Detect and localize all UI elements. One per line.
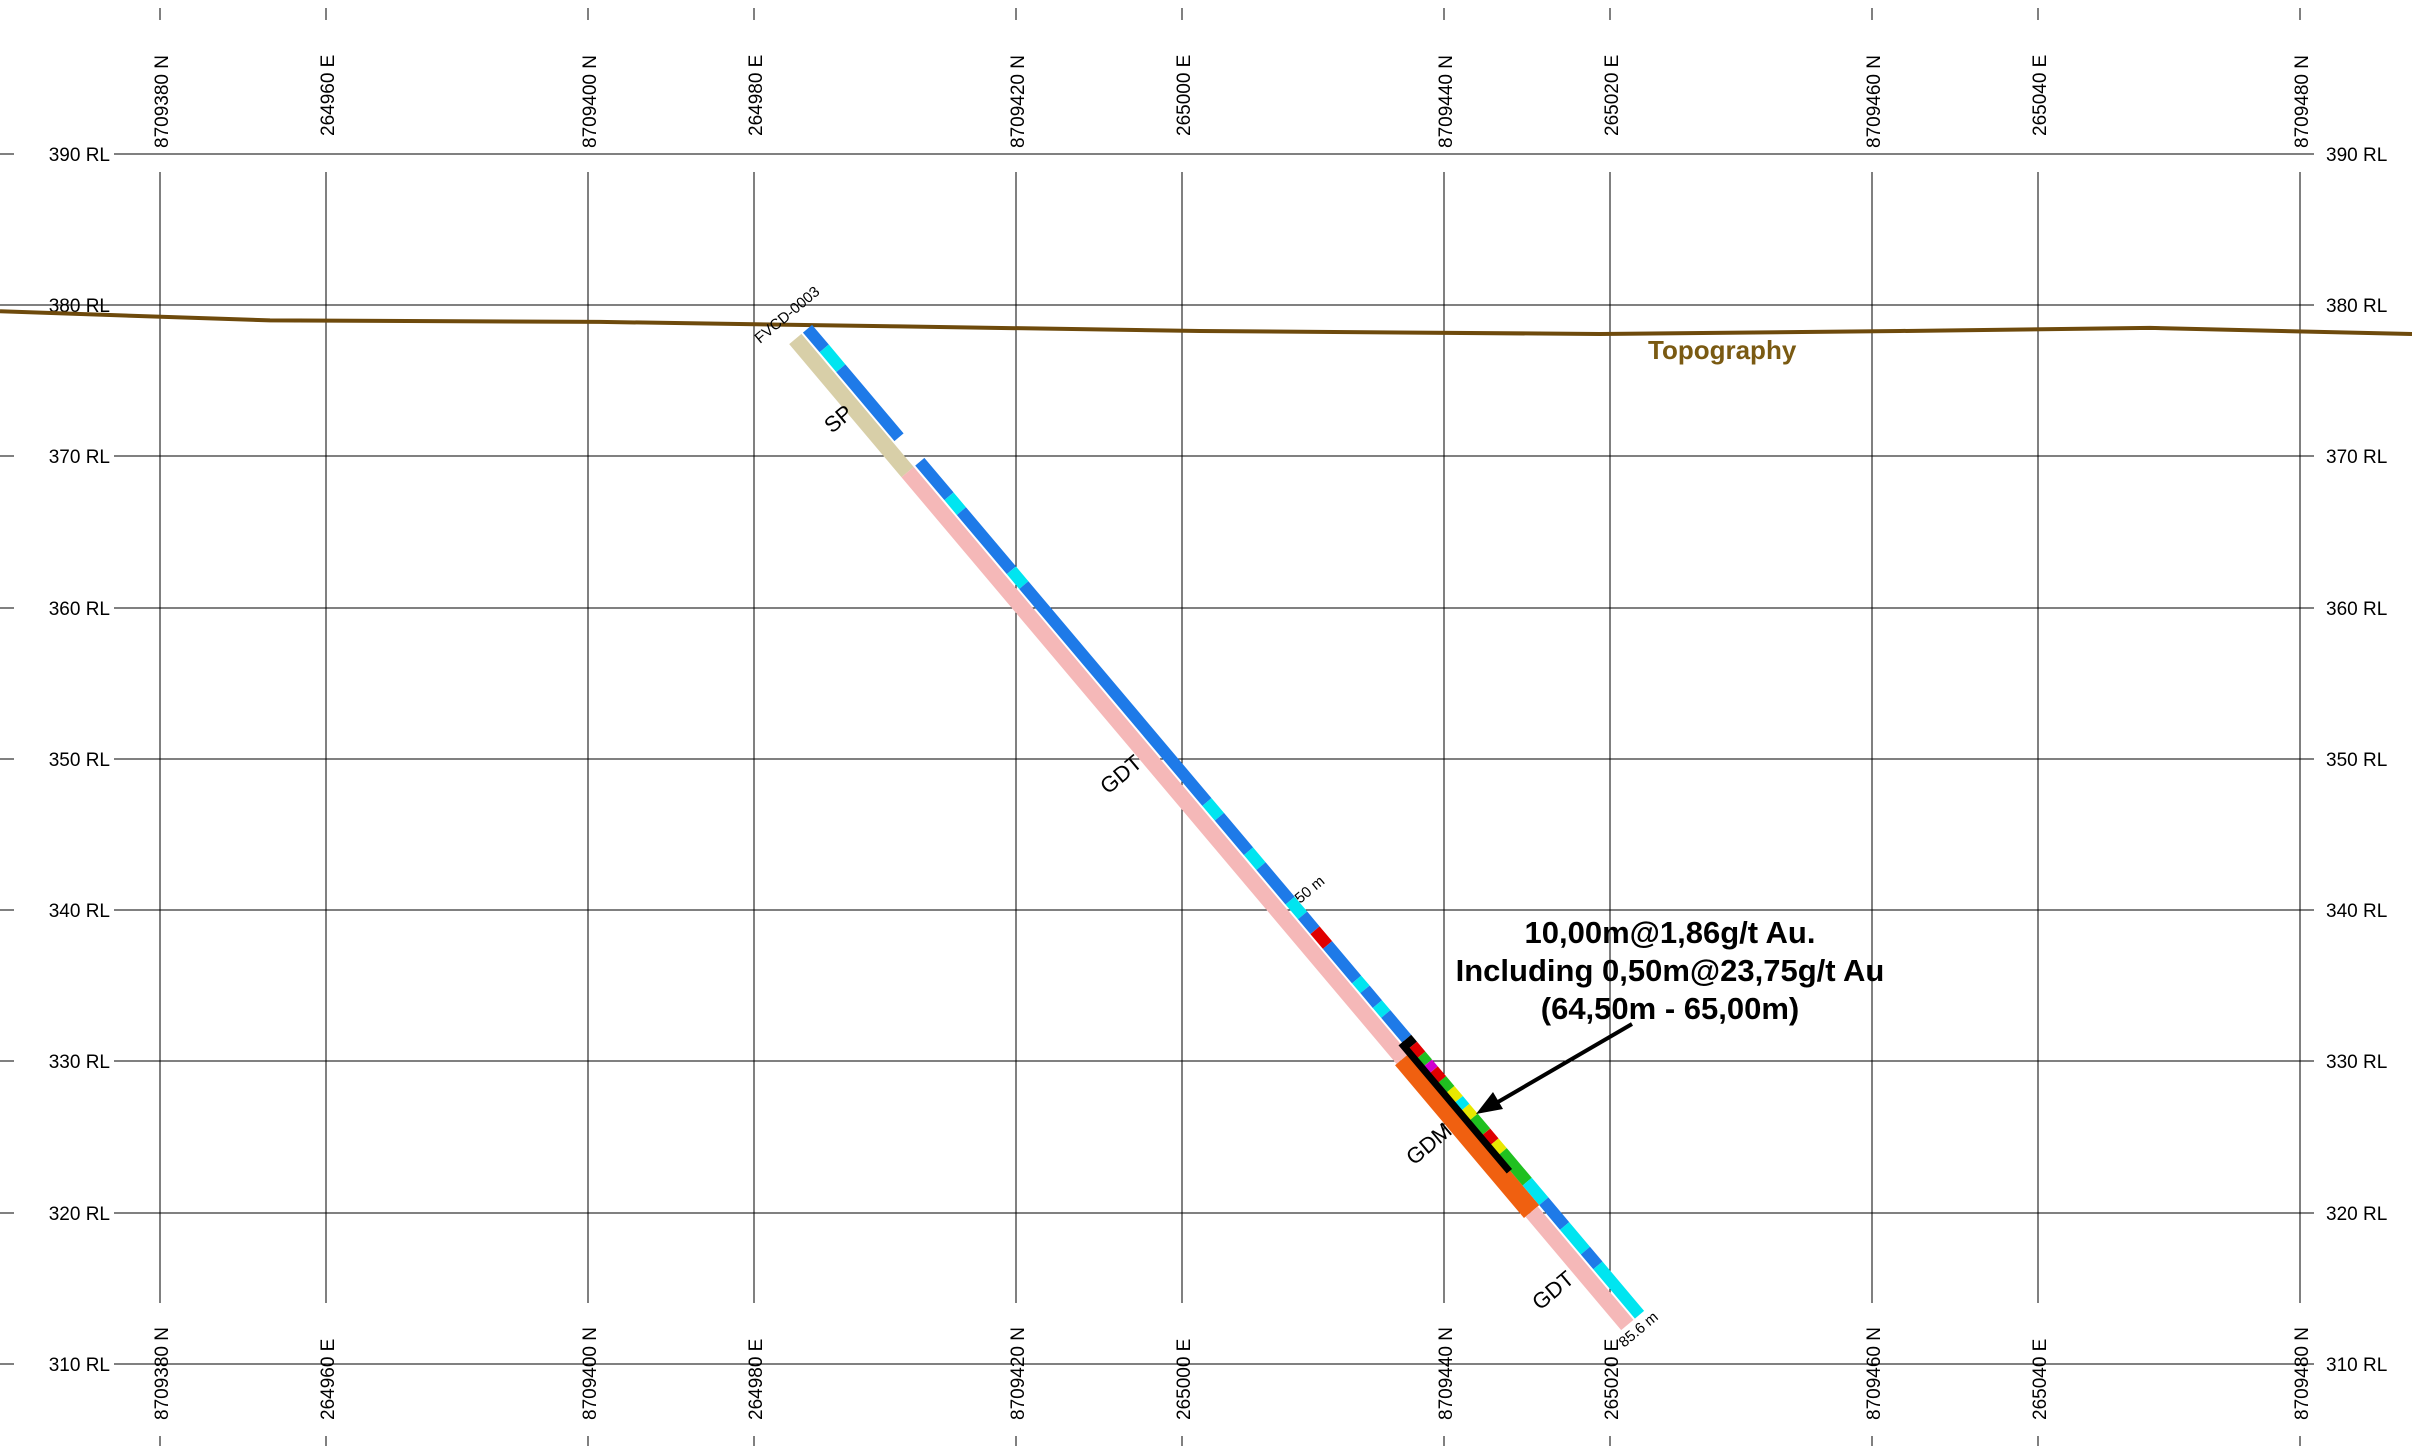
assay-interval-2 xyxy=(836,364,904,442)
topography-label: Topography xyxy=(1648,335,1797,365)
coord-label-8709440n-bottom: 8709440 N xyxy=(1436,1327,1457,1420)
coord-label-8709460n-top: 8709460 N xyxy=(1864,55,1885,148)
rl-label-320: 320 RL xyxy=(49,1204,110,1225)
assay-interval-29 xyxy=(1468,1113,1491,1137)
assay-interval-0 xyxy=(802,324,829,353)
assay-interval-33 xyxy=(1522,1177,1549,1206)
coord-label-8709440n-top: 8709440 N xyxy=(1436,55,1457,148)
assay-interval-21 xyxy=(1407,1041,1426,1060)
assay-interval-34 xyxy=(1539,1197,1570,1230)
coordinate-grid xyxy=(159,172,2301,1303)
coord-label-8709400n-bottom: 8709400 N xyxy=(580,1327,601,1420)
assay-interval-28 xyxy=(1460,1103,1478,1122)
assay-interval-25 xyxy=(1436,1076,1455,1094)
assay-interval-15 xyxy=(1322,941,1362,984)
rl-label-370: 370 RL xyxy=(49,447,110,468)
assay-interval-27 xyxy=(1453,1095,1470,1112)
assay-interval-22 xyxy=(1416,1051,1432,1068)
assay-interval-7 xyxy=(1019,581,1212,806)
lithology-interval-gdt-3 xyxy=(1525,1206,1634,1331)
assay-interval-19 xyxy=(1381,1010,1412,1043)
coord-label-265020e-bottom: 265020 E xyxy=(1602,1339,1623,1420)
topography-line xyxy=(0,309,2412,337)
assay-interval-12 xyxy=(1285,896,1308,920)
coord-label-264980e-bottom: 264980 E xyxy=(746,1339,767,1420)
assay-interval-16 xyxy=(1352,975,1370,994)
assay-interval-13 xyxy=(1298,911,1320,935)
lithology-interval-gdm-2 xyxy=(1395,1052,1540,1219)
assay-interval-32 xyxy=(1497,1148,1532,1186)
rl-grid xyxy=(0,153,2412,1365)
assay-interval-3 xyxy=(915,457,954,501)
coord-label-8709480n-bottom: 8709480 N xyxy=(2292,1327,2313,1420)
intercept-arrow xyxy=(1476,1022,1634,1114)
assay-interval-23 xyxy=(1422,1059,1438,1075)
intercept-bar xyxy=(1398,1040,1513,1174)
assay-interval-6 xyxy=(1006,566,1029,589)
coordinate-labels-top: 8709380 N 264960 E 8709400 N 264980 E 87… xyxy=(152,55,2313,148)
coord-label-8709420n-bottom: 8709420 N xyxy=(1008,1327,1029,1420)
assay-interval-18 xyxy=(1372,1000,1391,1018)
coordinate-labels-bottom: 8709380 N 264960 E 8709400 N 264980 E 87… xyxy=(152,1327,2313,1420)
rl-label-310: 310 RL xyxy=(49,1355,110,1376)
assay-interval-30 xyxy=(1481,1128,1499,1147)
rl-label-350-right: 350 RL xyxy=(2326,750,2387,771)
assay-interval-37 xyxy=(1593,1261,1645,1319)
coord-label-264960e-bottom: 264960 E xyxy=(318,1339,339,1420)
rl-label-390: 390 RL xyxy=(49,145,110,166)
rl-label-350: 350 RL xyxy=(49,750,110,771)
coord-label-8709460n-bottom: 8709460 N xyxy=(1864,1327,1885,1420)
rl-label-330: 330 RL xyxy=(49,1052,110,1073)
intercept-line-2: Including 0,50m@23,75g/t Au xyxy=(1456,953,1885,988)
coord-label-264960e-top: 264960 E xyxy=(318,55,339,136)
coord-label-264980e-top: 264980 E xyxy=(746,55,767,136)
intercept-line-1: 10,00m@1,86g/t Au. xyxy=(1525,915,1816,950)
coord-label-8709480n-top: 8709480 N xyxy=(2292,55,2313,148)
assay-interval-1 xyxy=(819,344,846,373)
rl-label-340: 340 RL xyxy=(49,901,110,922)
assay-interval-35 xyxy=(1560,1222,1590,1255)
coord-label-265040e-top: 265040 E xyxy=(2030,55,2051,136)
coord-label-265040e-bottom: 265040 E xyxy=(2030,1339,2051,1420)
rl-label-330-right: 330 RL xyxy=(2326,1052,2387,1073)
assay-interval-36 xyxy=(1580,1246,1603,1270)
assay-interval-20 xyxy=(1402,1034,1417,1050)
coord-label-8709420n-top: 8709420 N xyxy=(1008,55,1029,148)
rl-label-380-right: 380 RL xyxy=(2326,296,2387,317)
coord-label-8709380n-bottom: 8709380 N xyxy=(152,1327,173,1420)
assay-interval-31 xyxy=(1489,1138,1507,1156)
coord-label-8709400n-top: 8709400 N xyxy=(580,55,601,148)
assay-interval-11 xyxy=(1256,862,1295,905)
rl-labels-left: 390 RL 380 RL 370 RL 360 RL 350 RL 340 R… xyxy=(14,140,114,1378)
rl-labels-right: 390 RL 380 RL 370 RL 360 RL 350 RL 340 R… xyxy=(2314,140,2412,1378)
assay-interval-5 xyxy=(956,507,1016,575)
coord-label-265000e-bottom: 265000 E xyxy=(1174,1339,1195,1420)
rl-label-360: 360 RL xyxy=(49,599,110,620)
coordinate-ticks xyxy=(159,8,2301,1446)
assay-interval-14 xyxy=(1310,926,1333,949)
rl-label-370-right: 370 RL xyxy=(2326,447,2387,468)
assay-interval-24 xyxy=(1428,1066,1447,1084)
coord-label-265020e-top: 265020 E xyxy=(1602,55,1623,136)
rl-label-320-right: 320 RL xyxy=(2326,1204,2387,1225)
rl-label-310-right: 310 RL xyxy=(2326,1355,2387,1376)
assay-interval-26 xyxy=(1445,1086,1463,1104)
assay-interval-4 xyxy=(944,492,966,515)
lithology-interval-sp-0 xyxy=(789,333,914,478)
lithology-trace xyxy=(789,333,1634,1331)
assay-interval-10 xyxy=(1243,847,1266,870)
assay-interval-9 xyxy=(1214,812,1254,856)
coord-label-265000e-top: 265000 E xyxy=(1174,55,1195,136)
coord-label-8709380n-top: 8709380 N xyxy=(152,55,173,148)
intercept-line-3: (64,50m - 65,00m) xyxy=(1541,991,1799,1026)
rl-label-340-right: 340 RL xyxy=(2326,901,2387,922)
assay-interval-8 xyxy=(1202,798,1224,821)
assay-interval-17 xyxy=(1360,985,1382,1008)
assay-trace xyxy=(802,324,1645,1319)
lithology-interval-gdt-1 xyxy=(901,466,1409,1064)
rl-label-390-right: 390 RL xyxy=(2326,145,2387,166)
rl-label-360-right: 360 RL xyxy=(2326,599,2387,620)
